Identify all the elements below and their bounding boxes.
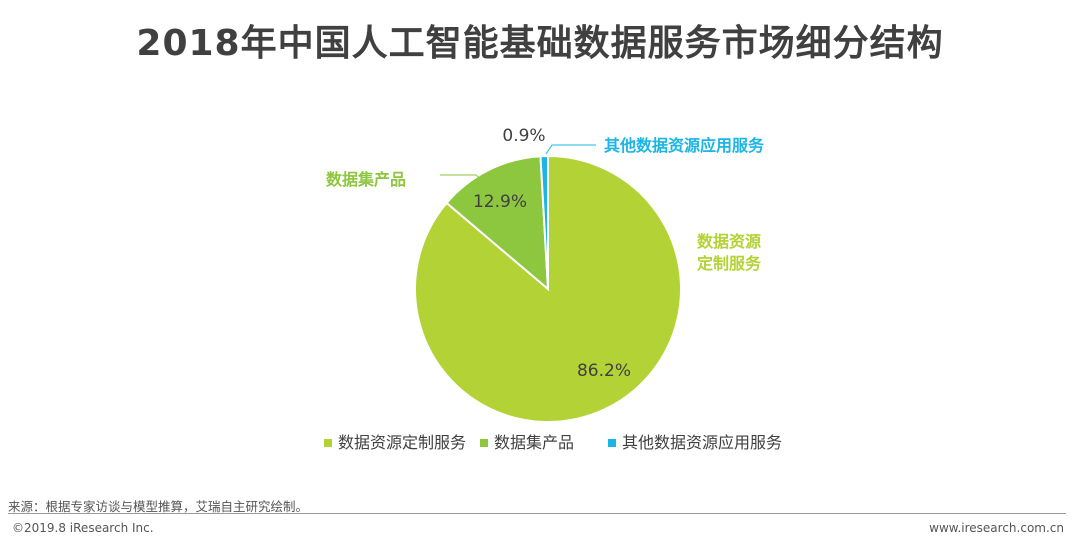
website-text: www.iresearch.com.cn	[929, 521, 1064, 535]
pie-slices	[414, 154, 682, 423]
copyright-text: ©2019.8 iResearch Inc.	[12, 521, 154, 535]
legend-swatch-0	[324, 439, 332, 447]
callout-label-2: 其他数据资源应用服务	[604, 136, 765, 155]
callout-label-1: 数据集产品	[326, 170, 406, 189]
source-note: 来源：根据专家访谈与模型推算，艾瑞自主研究绘制。	[8, 499, 309, 514]
pie-callouts: 数据资源定制服务 数据集产品 其他数据资源应用服务	[326, 136, 765, 273]
callout-label-0: 数据资源定制服务	[696, 232, 762, 273]
pie-value-label-1: 12.9%	[473, 192, 527, 212]
chart-legend: 数据资源定制服务 数据集产品 其他数据资源应用服务	[324, 433, 782, 452]
legend-swatch-2	[608, 439, 616, 447]
pie-value-label-0: 86.2%	[577, 361, 631, 381]
pie-slice-2	[539, 154, 549, 290]
legend-swatch-1	[480, 439, 488, 447]
chart-title: 2018年中国人工智能基础数据服务市场细分结构	[136, 23, 944, 64]
callout-leader-line-2	[545, 144, 596, 155]
legend-label-1: 数据集产品	[494, 433, 574, 452]
legend-label-2: 其他数据资源应用服务	[622, 433, 782, 452]
legend-label-0: 数据资源定制服务	[338, 433, 466, 452]
pie-value-label-2: 0.9%	[502, 126, 545, 146]
callout-leader-line-1	[440, 174, 492, 189]
pie-slice-1	[445, 155, 550, 292]
footer-divider	[8, 513, 1066, 514]
pie-value-labels: 86.2% 12.9% 0.9%	[473, 126, 631, 381]
